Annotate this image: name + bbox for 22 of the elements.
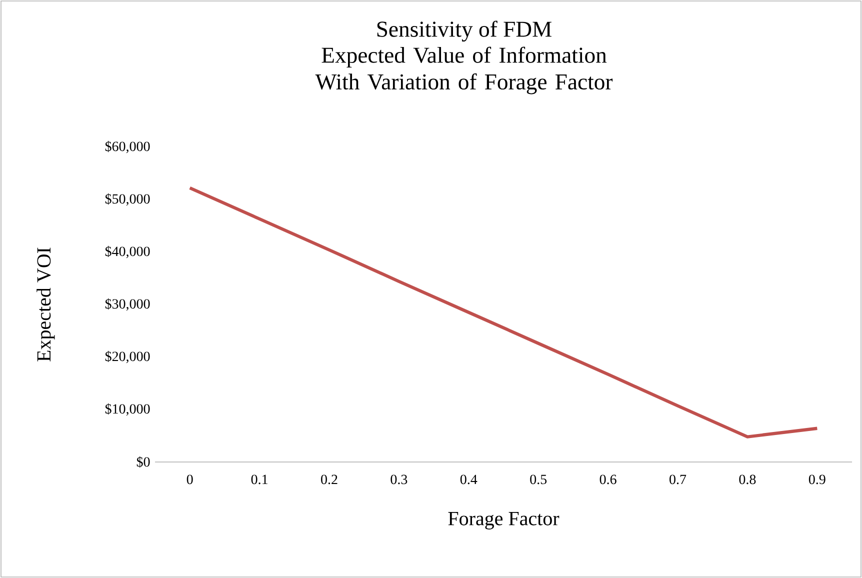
x-tick-label: 0 [186, 474, 193, 484]
x-tick-label: 0.6 [600, 474, 616, 484]
line-series [188, 186, 819, 438]
y-tick-label: $10,000 [105, 403, 150, 416]
y-axis-title: Expected VOI [36, 248, 55, 362]
y-tick-label: $60,000 [105, 140, 150, 154]
y-tick-label: $40,000 [105, 246, 150, 258]
chart-subtitle: Expected Value of Information With Variation of Forage Factor [315, 46, 613, 94]
x-tick-label: 0.1 [251, 474, 268, 484]
x-tick-label: 0.3 [390, 474, 408, 484]
y-tick-label: $20,000 [105, 350, 150, 364]
y-tick-label: $30,000 [105, 298, 150, 311]
x-axis-title: Forage Factor [448, 512, 560, 530]
chart-title: Sensitivity of FDM [377, 20, 552, 42]
x-tick-label: 0.2 [321, 474, 338, 484]
x-tick-label: 0.8 [739, 474, 756, 484]
x-tick-label: 0.5 [530, 474, 547, 484]
y-tick-label: $50,000 [105, 193, 150, 206]
x-tick-label: 0.7 [670, 474, 686, 484]
x-tick-label: 0.9 [808, 474, 826, 484]
x-tick-label: 0.4 [460, 474, 478, 484]
y-tick-label: $0 [136, 456, 150, 468]
